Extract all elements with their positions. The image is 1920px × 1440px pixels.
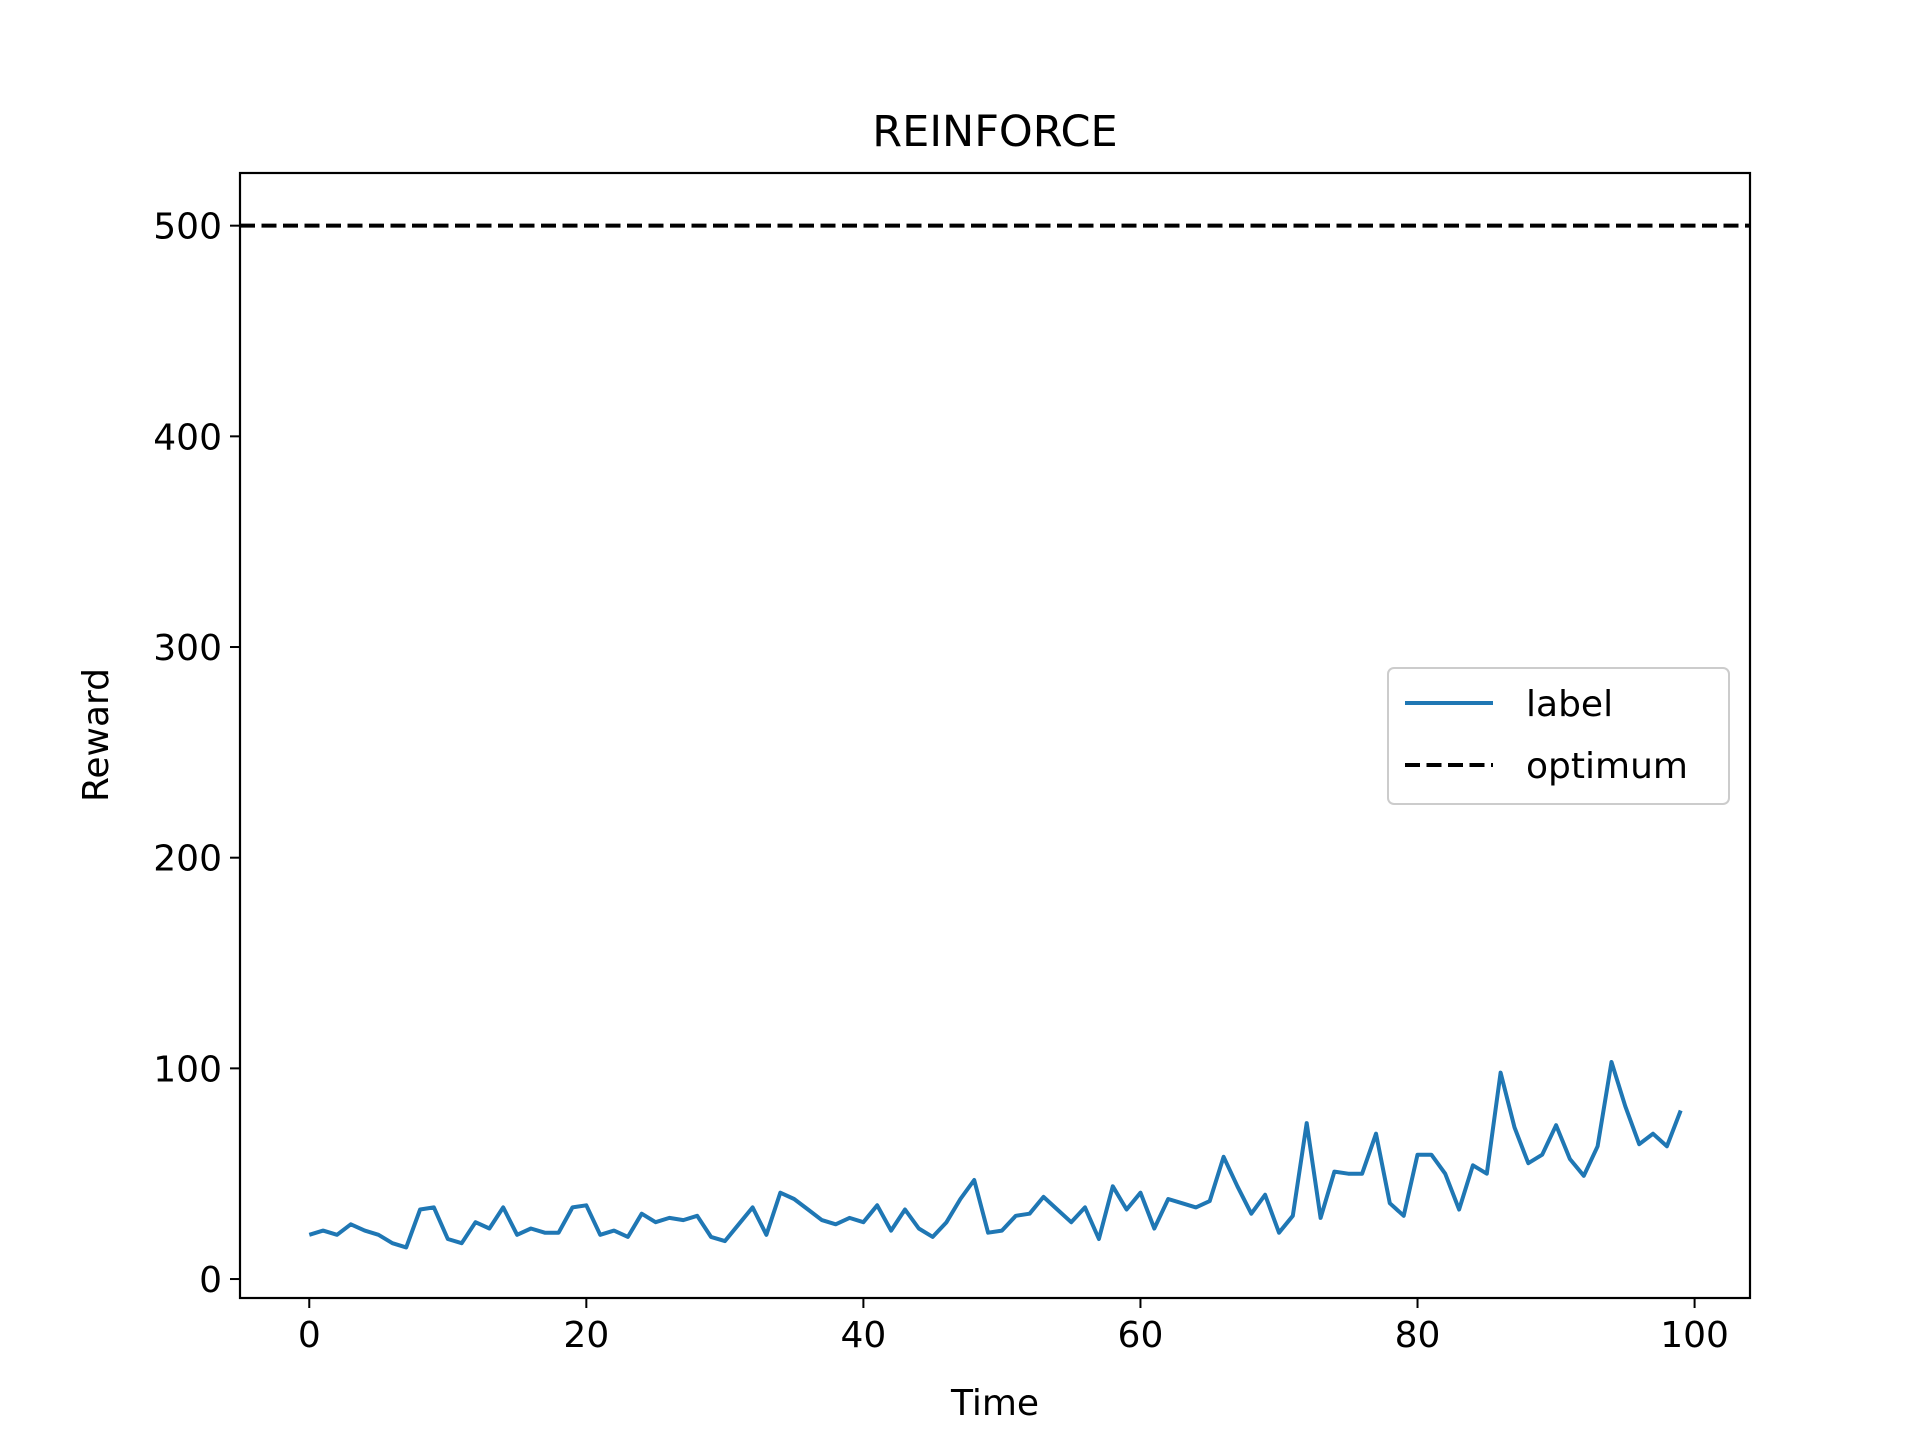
legend: label optimum [1387,667,1730,805]
y-tick-label: 500 [153,207,222,248]
x-tick-label: 20 [563,1315,609,1356]
x-tick-label: 100 [1660,1315,1729,1356]
y-tick-label: 400 [153,417,222,458]
x-tick-label: 60 [1118,1315,1164,1356]
y-tick-label: 200 [153,839,222,880]
y-tick-label: 0 [199,1260,222,1301]
y-tick-label: 300 [153,628,222,669]
x-axis-label: Time [950,1383,1039,1424]
series-line-label [308,1060,1683,1250]
y-axis-ticks: 0 100 200 300 400 500 [153,207,240,1301]
x-tick-label: 0 [298,1315,321,1356]
plot-area [240,223,1750,1250]
y-tick-label: 100 [153,1049,222,1090]
axes-frame [238,171,1752,1300]
x-tick-label: 80 [1395,1315,1441,1356]
x-axis-ticks: 0 20 40 60 80 100 [298,1298,1729,1356]
y-axis-label: Reward [76,668,117,802]
x-tick-label: 40 [840,1315,886,1356]
chart-title: REINFORCE [872,107,1117,157]
legend-entry-label: label [1526,684,1613,725]
legend-entry-optimum: optimum [1526,746,1688,787]
